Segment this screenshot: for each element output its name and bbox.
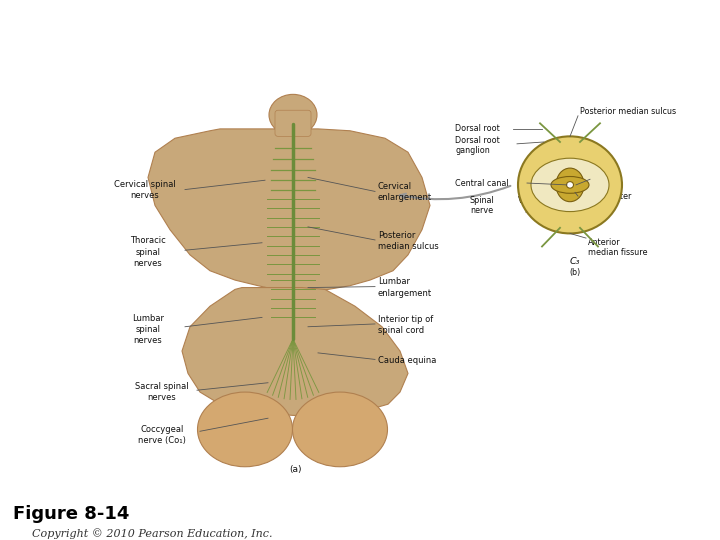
Text: Sacral spinal
nerves: Sacral spinal nerves xyxy=(135,382,189,402)
Text: Posterior
median sulcus: Posterior median sulcus xyxy=(378,231,438,251)
Ellipse shape xyxy=(556,168,584,201)
Text: Grey
matter: Grey matter xyxy=(590,168,618,187)
Text: Central canal: Central canal xyxy=(455,179,508,187)
Text: Posterior median sulcus: Posterior median sulcus xyxy=(580,107,676,116)
Text: Lumbar
enlargement: Lumbar enlargement xyxy=(378,278,432,298)
Circle shape xyxy=(567,181,574,188)
Text: Coccygeal
nerve (Co₁): Coccygeal nerve (Co₁) xyxy=(138,425,186,445)
Text: Cervical spinal
nerves: Cervical spinal nerves xyxy=(114,179,176,200)
Text: White matter: White matter xyxy=(578,192,631,200)
Ellipse shape xyxy=(197,392,292,467)
Text: (b): (b) xyxy=(570,268,580,277)
Text: Cauda equina: Cauda equina xyxy=(378,356,436,365)
Text: Thoracic
spinal
nerves: Thoracic spinal nerves xyxy=(130,237,166,268)
Text: C₃: C₃ xyxy=(570,257,580,266)
Polygon shape xyxy=(182,287,408,415)
Ellipse shape xyxy=(292,392,387,467)
Polygon shape xyxy=(148,129,430,291)
Ellipse shape xyxy=(269,94,317,136)
Text: Dorsal root
ganglion: Dorsal root ganglion xyxy=(455,136,500,156)
Text: Figure 8-14: Figure 8-14 xyxy=(13,504,130,523)
Text: Dorsal root: Dorsal root xyxy=(455,124,500,133)
Text: Spinal
nerve: Spinal nerve xyxy=(469,195,495,215)
Ellipse shape xyxy=(551,177,589,193)
FancyBboxPatch shape xyxy=(275,110,311,137)
Text: (a): (a) xyxy=(289,465,301,474)
Text: Interior tip of
spinal cord: Interior tip of spinal cord xyxy=(378,315,433,335)
Text: Cervical
enlargement: Cervical enlargement xyxy=(378,183,432,202)
Text: Lumbar
spinal
nerves: Lumbar spinal nerves xyxy=(132,314,164,345)
Ellipse shape xyxy=(531,158,609,212)
Text: Ventral
root: Ventral root xyxy=(518,195,546,215)
Text: Anterior
median fissure: Anterior median fissure xyxy=(588,238,647,258)
Circle shape xyxy=(518,137,622,233)
Text: Copyright © 2010 Pearson Education, Inc.: Copyright © 2010 Pearson Education, Inc. xyxy=(32,528,273,538)
Text: Gross Anatomy of the Spinal Cord: Gross Anatomy of the Spinal Cord xyxy=(15,19,705,53)
